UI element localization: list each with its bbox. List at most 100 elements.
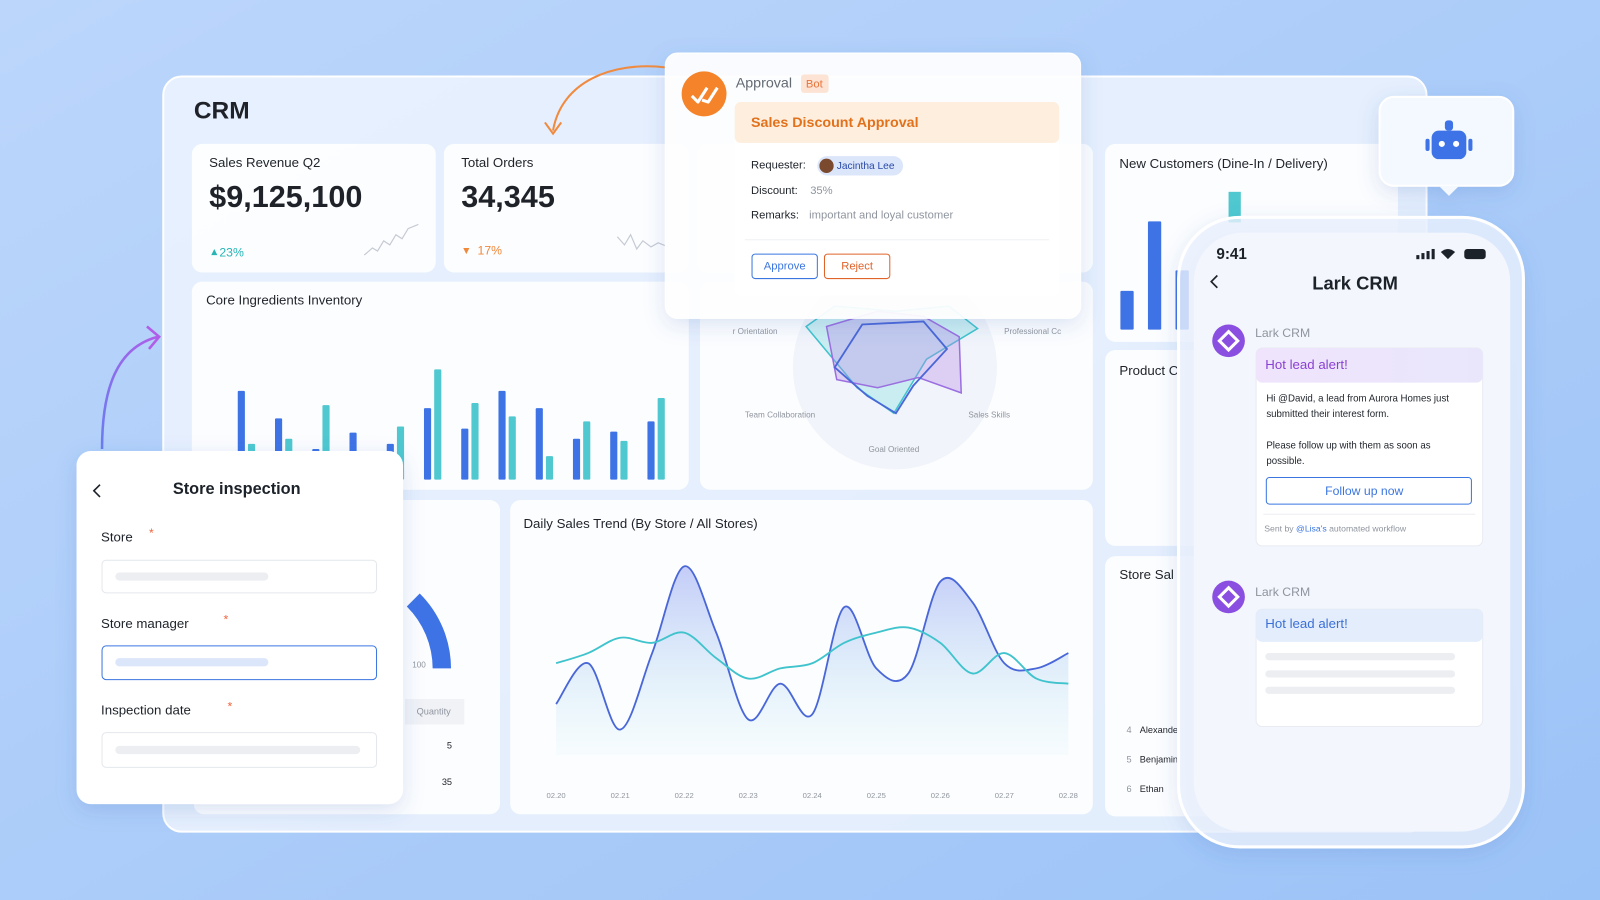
- radar-label: r Orientation: [733, 327, 778, 336]
- screen-title: Lark CRM: [1312, 273, 1398, 294]
- field-label: Discount:: [751, 185, 798, 197]
- x-tick-label: 02.21: [611, 791, 630, 800]
- placeholder: [1265, 670, 1456, 678]
- placeholder: [1265, 653, 1456, 661]
- placeholder: [115, 745, 361, 755]
- message-body: Please follow up with them as soon as: [1266, 440, 1430, 451]
- radar-label: Professional Cc: [1004, 327, 1061, 336]
- rank: 4: [1127, 725, 1132, 735]
- bar: [471, 403, 479, 480]
- bar-fragment: [1228, 191, 1241, 223]
- robot-eye: [1453, 140, 1460, 147]
- field-label: Inspection date: [101, 703, 191, 718]
- bar: [572, 438, 581, 480]
- button-label[interactable]: Reject: [841, 260, 874, 272]
- card-title: Store Sal: [1119, 567, 1174, 582]
- back-button[interactable]: [1210, 274, 1218, 289]
- field-label: Requester:: [751, 159, 806, 171]
- bar: [508, 416, 516, 480]
- footer-link[interactable]: @Lisa's: [1296, 524, 1327, 534]
- area: [556, 566, 1069, 756]
- robot-eye: [1438, 140, 1445, 147]
- signal: [1421, 253, 1425, 260]
- message-header: [1256, 609, 1483, 642]
- connector-arrow: [552, 65, 666, 131]
- person-name: Jacintha Lee: [837, 161, 895, 172]
- card-title: Sales Revenue Q2: [209, 155, 320, 170]
- placeholder: [115, 572, 269, 581]
- message-title: Hot lead alert!: [1265, 357, 1348, 372]
- radar-label: Goal Oriented: [868, 445, 919, 454]
- card-title: Daily Sales Trend (By Store / All Stores…: [523, 516, 757, 531]
- card-change: 17%: [478, 243, 503, 257]
- card-title: Core Ingredients Inventory: [206, 293, 363, 308]
- message-body: possible.: [1266, 456, 1304, 467]
- button-label[interactable]: Approve: [764, 260, 806, 272]
- bar: [535, 408, 543, 480]
- bar: [461, 428, 469, 480]
- message-body: Hi @David, a lead from Aurora Homes just: [1266, 394, 1449, 405]
- x-tick-label: 02.23: [739, 791, 758, 800]
- field-label: Store manager: [101, 616, 189, 631]
- footer-text: Sent by: [1264, 524, 1294, 534]
- panel-bg: [76, 451, 404, 805]
- signal: [1416, 255, 1420, 260]
- sender: Lark CRM: [1255, 326, 1310, 340]
- card-header: [734, 102, 1060, 143]
- table-header: [405, 698, 465, 725]
- message-title: Hot lead alert!: [1265, 616, 1348, 631]
- button-label[interactable]: Follow up now: [1325, 484, 1403, 498]
- placeholder: [115, 658, 269, 667]
- button-bg[interactable]: [1265, 477, 1472, 505]
- trend-card: [510, 499, 1093, 815]
- bar: [423, 408, 432, 480]
- x-tick-label: 02.22: [675, 791, 694, 800]
- message-header: [1256, 347, 1483, 383]
- panel-title: Store inspection: [173, 480, 301, 498]
- name: Ethan: [1140, 784, 1164, 794]
- bar: [647, 421, 655, 480]
- follow-up-button[interactable]: Follow up now: [1265, 477, 1472, 505]
- dashboard-title: CRM: [194, 98, 250, 125]
- footer-text: automated workflow: [1329, 524, 1407, 534]
- approval-card: [734, 102, 1060, 296]
- button-bg[interactable]: [751, 253, 818, 280]
- field-value: 35%: [810, 185, 832, 197]
- bar: [1120, 290, 1134, 330]
- bot-bubble: [1378, 95, 1515, 196]
- placeholder: [1265, 686, 1456, 694]
- sparkline: [363, 223, 419, 256]
- trend-chart: 02.20 02.21 02.22 02.23 02.24 02.25 02.26 02.27…: [547, 565, 1078, 800]
- radar-label: Team Collaboration: [745, 410, 815, 419]
- store-inspection-panel: Store inspection Store * Store manager *…: [76, 451, 404, 805]
- x-tick-label: 02.20: [547, 791, 566, 800]
- approval-popup: Approval Bot Sales Discount Approval Req…: [664, 52, 1082, 319]
- approve-button[interactable]: Approve: [751, 253, 818, 280]
- button-bg[interactable]: [823, 253, 891, 280]
- bar: [620, 440, 628, 480]
- canvas: CRM Sales Revenue Q2 $9,125,100 23% Tota…: [76, 52, 1525, 849]
- arrow-head: [146, 325, 161, 350]
- cell: 5: [447, 740, 452, 750]
- card-header-text: Sales Discount Approval: [751, 115, 919, 131]
- revenue-card: [191, 143, 436, 273]
- required-mark: *: [149, 526, 154, 540]
- field-label: Store: [101, 529, 133, 544]
- radar-shape: [833, 320, 949, 415]
- connector-arrow: [100, 335, 159, 449]
- avatar-mark: [1217, 329, 1240, 353]
- message-body: submitted their interest form.: [1266, 409, 1389, 420]
- field-label: Remarks:: [751, 209, 799, 221]
- card-title: Product C: [1119, 363, 1178, 378]
- gauge-arc: [406, 593, 452, 669]
- back-button[interactable]: [92, 484, 101, 498]
- message-footer: Sent by @Lisa's automated workflow: [1264, 524, 1407, 534]
- person-chip: [817, 156, 904, 176]
- robot-ear: [1468, 138, 1473, 152]
- store-sales-rows: 4 Alexande 5 Benjamin 6 Ethan: [1127, 725, 1179, 794]
- status-time: 9:41: [1216, 246, 1247, 263]
- reject-button[interactable]: Reject: [823, 253, 891, 280]
- name: Alexande: [1140, 725, 1178, 735]
